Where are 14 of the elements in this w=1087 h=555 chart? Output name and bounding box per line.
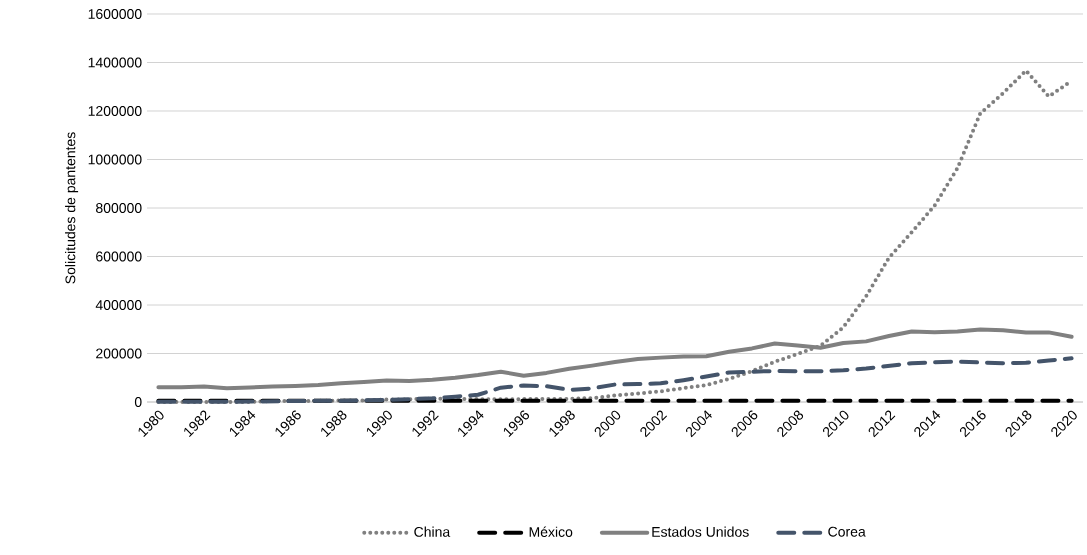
y-tick-label: 800000	[96, 203, 142, 213]
legend-label: China	[414, 526, 451, 537]
y-tick-label: 0	[134, 397, 142, 407]
legend-label: México	[529, 526, 573, 537]
y-axis-title: Solicitudes de pantentes	[65, 132, 79, 284]
legend-label: Estados Unidos	[652, 526, 749, 537]
y-tick-label: 600000	[96, 251, 142, 262]
legend-label: Corea	[828, 526, 866, 537]
y-tick-label: 400000	[95, 300, 142, 310]
y-tick-label: 1400000	[88, 57, 142, 68]
y-tick-label: 200000	[96, 348, 142, 359]
y-tick-label: 1200000	[88, 106, 142, 116]
y-tick-label: 1000000	[88, 154, 142, 165]
y-tick-label: 1600000	[88, 9, 142, 19]
